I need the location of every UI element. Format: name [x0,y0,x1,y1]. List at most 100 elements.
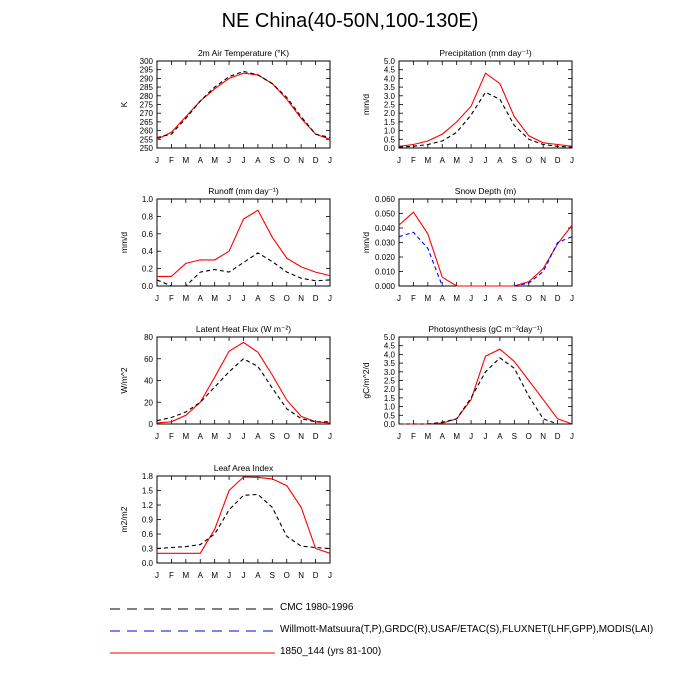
plot-frame [398,336,573,425]
y-tick-label: 260 [140,127,154,136]
x-tick-label: F [169,294,174,303]
x-tick-label: F [411,156,416,165]
x-tick-label: M [424,432,431,441]
y-tick-label: 255 [140,135,154,144]
chart-panel: Precipitation (mm day⁻¹) mm/d 0.00.51.01.5… [361,48,574,165]
x-tick-label: N [298,432,304,441]
x-tick-label: A [497,432,503,441]
x-tick-label: A [440,294,446,303]
legend-label: 1850_144 (yrs 81-100) [280,646,382,657]
y-tick-label: 1.8 [142,472,154,481]
panel-title: Photosynthesis (gC m⁻²day⁻¹) [428,324,542,334]
x-tick-label: A [198,432,204,441]
panel-title: Leaf Area Index [214,463,274,473]
x-tick-label: J [484,432,488,441]
y-axis-label: W/m^2 [119,367,129,393]
y-tick-label: 1.5 [142,487,154,496]
y-tick-label: 290 [140,74,154,83]
x-tick-label: A [198,571,204,580]
x-tick-label: M [182,156,189,165]
x-tick-label: J [242,156,246,165]
x-tick-label: O [284,571,290,580]
x-tick-label: J [242,294,246,303]
y-tick-label: 0.020 [375,253,396,262]
y-tick-label: 4.0 [384,350,396,359]
x-tick-label: J [155,156,159,165]
x-tick-label: J [242,571,246,580]
x-tick-label: D [313,294,319,303]
x-tick-label: D [313,571,319,580]
y-tick-label: 0.0 [384,420,396,429]
y-tick-label: 0.6 [142,230,154,239]
plot-frame [156,475,331,564]
y-tick-label: 0.040 [375,224,396,233]
plot-frame [156,336,331,425]
x-tick-label: O [284,294,290,303]
y-axis-label: mm/d [361,94,371,116]
x-tick-label: J [570,294,574,303]
y-axis-label: mm/d [119,232,129,254]
y-tick-label: 0.030 [375,239,396,248]
x-tick-label: A [255,432,261,441]
series-line [156,72,331,140]
series-line [156,252,331,287]
y-tick-label: 2.0 [384,385,396,394]
y-tick-label: 5.0 [384,57,396,66]
y-tick-label: 270 [140,109,154,118]
y-tick-label: 60 [144,355,153,364]
legend-swatch-observations [110,630,275,632]
x-tick-label: J [227,571,231,580]
x-tick-label: M [182,432,189,441]
x-tick-label: N [298,294,304,303]
y-tick-label: 250 [140,144,154,153]
series-line [399,348,573,425]
series-line [157,476,331,554]
x-tick-label: O [526,156,532,165]
x-tick-label: S [270,294,275,303]
y-tick-label: 0.9 [142,516,154,525]
x-tick-label: A [440,432,446,441]
chart-panel: Latent Heat Flux (W m⁻²) W/m^2 0 20 40 60 80 J F… [119,324,332,441]
x-tick-label: M [211,294,218,303]
x-tick-label: J [227,294,231,303]
x-tick-label: J [155,432,159,441]
x-tick-label: A [255,294,261,303]
chart-panel: Leaf Area Index m2/m2 0.0 0.3 0.6 0.9 1.2 1.5 1.… [119,463,332,580]
y-tick-label: 0.6 [142,530,154,539]
x-tick-label: O [526,294,532,303]
x-tick-label: J [469,294,473,303]
x-tick-label: M [211,432,218,441]
x-tick-label: O [526,432,532,441]
y-tick-label: 0.0 [142,282,154,291]
x-tick-label: J [570,156,574,165]
y-tick-label: 80 [144,333,153,342]
series-line [156,70,331,139]
y-tick-label: 0.0 [384,144,396,153]
x-tick-label: J [570,432,574,441]
x-tick-label: F [169,156,174,165]
series-line [399,357,572,425]
y-tick-label: 0.4 [142,247,154,256]
x-tick-label: S [512,294,517,303]
x-tick-label: J [328,294,332,303]
y-tick-label: 280 [140,92,154,101]
y-tick-label: 0.060 [375,195,396,204]
x-tick-label: F [411,294,416,303]
y-tick-label: 4.5 [384,342,396,351]
chart-panel: Snow Depth (m) mm/d 0.000 0.010 0.020 0.030 0.… [361,186,574,303]
y-tick-label: 20 [144,398,153,407]
x-tick-label: J [242,432,246,441]
x-tick-label: S [512,432,517,441]
x-tick-label: M [453,294,460,303]
y-tick-label: 3.0 [384,92,396,101]
y-tick-label: 0.5 [384,135,396,144]
x-tick-label: O [284,156,290,165]
x-tick-label: M [453,156,460,165]
x-tick-label: D [555,156,561,165]
y-tick-label: 0.3 [142,545,154,554]
y-axis-label: K [119,101,129,107]
x-tick-label: J [227,432,231,441]
x-tick-label: N [298,156,304,165]
series-line [398,91,573,148]
